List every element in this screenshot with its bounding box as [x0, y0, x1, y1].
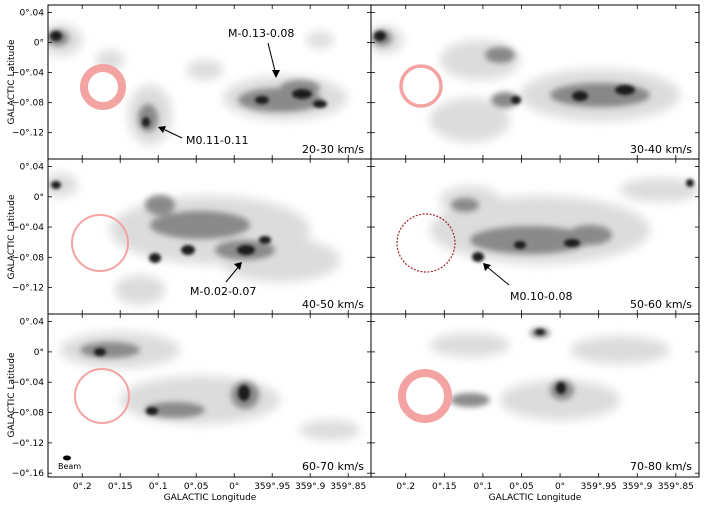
- x-tick-label: 0°.1: [149, 482, 168, 492]
- x-tick-label: 359°.9: [622, 482, 653, 492]
- source-annotations: M-0.13-0.08 M0.11-0.11 M-0.02-0.07 M0.10…: [158, 27, 572, 303]
- x-tick-label: 0°.15: [432, 482, 457, 492]
- arrow-head: [483, 263, 491, 271]
- y-tick-label: −0°.04: [12, 69, 44, 79]
- y-tick-label: −0°.12: [12, 439, 44, 449]
- y-axis-label-row2: GALACTIC Latitude: [7, 194, 17, 279]
- x-axis-label-right: GALACTIC Longitude: [489, 493, 582, 503]
- arrow-head: [234, 262, 242, 270]
- emission-map-40-50: [48, 173, 340, 305]
- y-tick-label: −0°.08: [12, 409, 44, 419]
- arrow-line: [267, 42, 277, 76]
- panel-frames: [47, 4, 700, 478]
- panel-frame-70-80: [370, 313, 700, 478]
- panel-20-30: [48, 24, 347, 145]
- velocity-label-60-70: 60-70 km/s: [302, 460, 364, 473]
- x-tick-label: 0°.15: [108, 482, 133, 492]
- panel-70-80: [430, 328, 670, 420]
- y-tick-label: 0°.04: [19, 163, 44, 173]
- x-axis-label-left: GALACTIC Longitude: [164, 493, 257, 503]
- source-circle: [399, 64, 443, 108]
- y-tick-label: −0°.04: [12, 223, 44, 233]
- x-tick-label: 0°.1: [473, 482, 492, 492]
- velocity-label-70-80: 70-80 km/s: [630, 460, 692, 473]
- x-tick-label: 0°.05: [184, 482, 209, 492]
- velocity-label-30-40: 30-40 km/s: [630, 143, 692, 156]
- axis-ticks: 0°.04 0° −0°.04 −0°.08 −0°.12 0°.04 0° −0°.04 −0…: [12, 5, 699, 492]
- y-tick-label: 0°.04: [19, 318, 44, 328]
- arrow-line: [160, 127, 183, 139]
- panel-60-70: [60, 332, 360, 440]
- source-circle: [80, 64, 126, 110]
- emission-map-60-70: [60, 332, 360, 440]
- source-label-m-0.13-0.08: M-0.13-0.08: [228, 27, 294, 78]
- y-axis-label-row3: GALACTIC Latitude: [7, 352, 17, 437]
- x-tick-label: 0°.2: [73, 482, 92, 492]
- beam-marker: Beam: [58, 455, 81, 471]
- arrow-line: [225, 264, 241, 283]
- y-tick-label: 0°.04: [19, 9, 44, 19]
- x-tick-label: 0°: [229, 482, 239, 492]
- panel-50-60: [430, 178, 699, 264]
- y-tick-label: −0°.08: [12, 253, 44, 263]
- source-label-m0.11-0.11: M0.11-0.11: [158, 126, 248, 147]
- x-tick-label: 359°.85: [330, 482, 366, 492]
- source-circle: [74, 368, 130, 424]
- arrow-line: [485, 265, 510, 286]
- emission-map-70-80: [430, 328, 670, 420]
- y-tick-label: 0°: [34, 348, 44, 358]
- emission-map-50-60: [430, 178, 699, 264]
- source-label-m-0.02-0.07: M-0.02-0.07: [190, 262, 256, 298]
- x-tick-label: 359°.85: [658, 482, 694, 492]
- emission-map-30-40: [371, 26, 680, 142]
- beam-label: Beam: [58, 462, 81, 471]
- x-tick-label: 359°.95: [581, 482, 617, 492]
- x-tick-label: 0°.2: [396, 482, 415, 492]
- circles-layer: [71, 64, 456, 424]
- y-tick-label: −0°.16: [12, 469, 44, 479]
- velocity-label-20-30: 20-30 km/s: [302, 143, 364, 156]
- source-label-text: M0.11-0.11: [186, 134, 248, 147]
- y-tick-label: 0°: [34, 193, 44, 203]
- source-label-text: M0.10-0.08: [510, 290, 572, 303]
- x-tick-label: 359°.9: [295, 482, 326, 492]
- y-tick-label: −0°.12: [12, 284, 44, 294]
- x-tick-label: 0°.05: [509, 482, 534, 492]
- x-tick-label: 0°: [555, 482, 565, 492]
- y-tick-label: 0°: [34, 39, 44, 49]
- y-tick-label: −0°.08: [12, 99, 44, 109]
- source-circle: [396, 213, 456, 273]
- velocity-label-50-60: 50-60 km/s: [630, 298, 692, 311]
- panel-30-40: [371, 26, 680, 142]
- source-label-text: M-0.02-0.07: [190, 285, 256, 298]
- beam-ellipse: [63, 455, 71, 461]
- arrow-head: [272, 70, 280, 78]
- y-axis-label-row1: GALACTIC Latitude: [7, 39, 17, 124]
- source-circle: [398, 369, 452, 423]
- panel-40-50: [48, 173, 340, 305]
- velocity-label-40-50: 40-50 km/s: [302, 298, 364, 311]
- source-label-m0.10-0.08: M0.10-0.08: [483, 263, 572, 303]
- source-label-text: M-0.13-0.08: [228, 27, 294, 40]
- emission-map-20-30: [48, 24, 347, 145]
- arrow-head: [158, 126, 166, 133]
- y-tick-label: −0°.04: [12, 378, 44, 388]
- x-tick-label: 359°.95: [254, 482, 290, 492]
- source-circle: [71, 214, 129, 272]
- y-tick-label: −0°.12: [12, 129, 44, 139]
